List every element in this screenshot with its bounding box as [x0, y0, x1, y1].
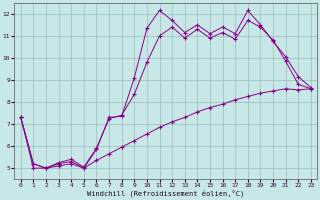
X-axis label: Windchill (Refroidissement éolien,°C): Windchill (Refroidissement éolien,°C): [87, 190, 244, 197]
